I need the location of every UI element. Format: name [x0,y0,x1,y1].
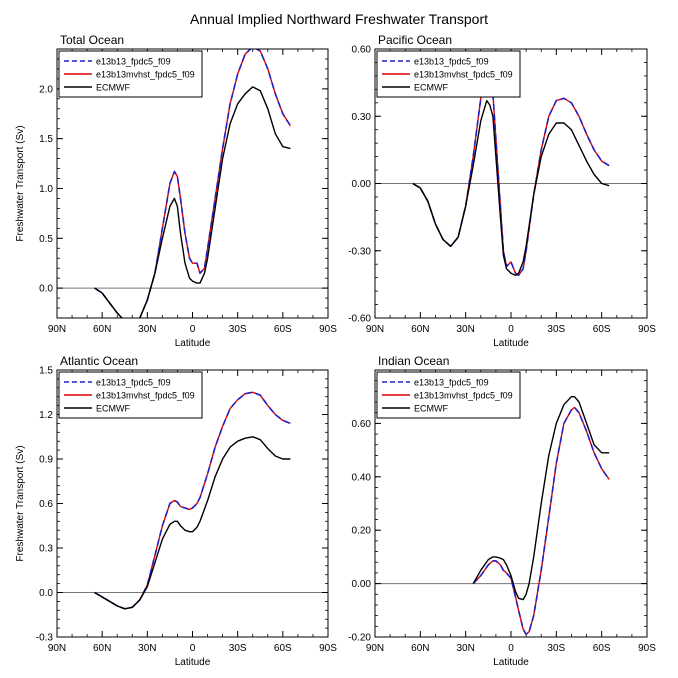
y-tick-label: 0.5 [39,234,53,245]
y-tick-label: 0.40 [352,472,372,483]
legend-label: e13b13_fpdc5_f09 [414,57,489,67]
series-line-1 [472,406,610,636]
x-tick-label: 30S [547,643,565,654]
y-axis-label: Freshwater Transport (Sv) [15,445,26,561]
x-tick-label: 90S [319,643,337,654]
series-line-0 [412,70,610,277]
figure-title: Annual Implied Northward Freshwater Tran… [190,11,488,27]
series-line-1 [94,391,291,610]
panel-title: Indian Ocean [378,354,449,368]
legend-label: e13b13mvhst_fpdc5_f09 [414,391,513,401]
x-tick-label: 0 [508,324,514,335]
x-tick-label: 60S [274,324,292,335]
x-tick-label: 30N [138,643,156,654]
y-tick-label: 1.5 [39,366,53,377]
x-axis-label: Latitude [493,338,529,349]
chart-panel-0: Total Ocean 90N 60N 30N 0 30S 60S 90S 0.0 0.5 1.0 1… [15,33,337,349]
series-line-1 [94,49,292,318]
panel-title: Pacific Ocean [378,33,452,47]
x-tick-label: 30N [456,643,474,654]
y-tick-label: -0.3 [36,633,54,644]
x-tick-label: 30S [229,643,247,654]
x-tick-label: 60N [93,643,111,654]
chart-panel-1: Pacific Ocean 90N 60N 30N 0 30S 60S 90S -0.60 -0.… [348,33,656,349]
series-line-2 [94,436,291,610]
legend: e13b13_fpdc5_f09 e13b13mvhst_fpdc5_f09 ECM… [376,50,521,98]
plot-frame [374,369,648,638]
legend: e13b13_fpdc5_f09 e13b13mvhst_fpdc5_f09 ECM… [58,371,203,419]
legend-label: ECMWF [96,83,130,93]
panel-title: Total Ocean [60,33,124,47]
y-tick-label: 0.0 [39,284,53,295]
x-axis-label: Latitude [175,338,211,349]
legend-label: ECMWF [414,83,448,93]
x-tick-label: 60S [593,643,611,654]
x-tick-label: 30N [456,324,474,335]
plot-frame [374,48,648,319]
chart-panel-2: Atlantic Ocean 90N 60N 30N 0 30S 60S 90S -0.3 0.0… [15,354,337,668]
series-line-0 [472,406,610,635]
series-line-2 [412,99,610,277]
x-tick-label: 60S [274,643,292,654]
x-tick-label: 90N [48,324,66,335]
y-tick-label: -0.20 [348,633,371,644]
y-tick-label: 0.3 [39,544,53,555]
x-axis-label: Latitude [493,657,529,668]
x-tick-label: 30S [547,324,565,335]
panel-title: Atlantic Ocean [60,354,138,368]
y-tick-label: 0.20 [352,526,372,537]
legend: e13b13_fpdc5_f09 e13b13mvhst_fpdc5_f09 ECM… [376,371,521,419]
plot-frame [56,48,329,319]
y-tick-label: 1.5 [39,134,53,145]
y-tick-label: 0.60 [352,45,372,56]
y-axis-label: Freshwater Transport (Sv) [15,125,26,241]
x-tick-label: 90N [48,643,66,654]
x-tick-label: 0 [508,643,514,654]
legend-label: ECMWF [414,404,448,414]
x-tick-label: 90S [638,324,656,335]
x-tick-label: 0 [190,324,196,335]
chart-panel-3: Indian Ocean 90N 60N 30N 0 30S 60S 90S -0.20 0.00… [348,354,656,668]
x-axis-label: Latitude [175,657,211,668]
y-tick-label: 2.0 [39,84,53,95]
y-tick-label: 0.60 [352,419,372,430]
x-tick-label: 90N [366,643,384,654]
x-tick-label: 90S [319,324,337,335]
x-tick-label: 60N [93,324,111,335]
legend-label: ECMWF [96,404,130,414]
x-tick-label: 90S [638,643,656,654]
y-tick-label: -0.30 [348,246,371,257]
x-tick-label: 60N [411,324,429,335]
x-tick-label: 60S [593,324,611,335]
y-tick-label: 0.0 [39,588,53,599]
x-tick-label: 30S [229,324,247,335]
legend-label: e13b13_fpdc5_f09 [414,378,489,388]
x-tick-label: 0 [190,643,196,654]
y-tick-label: 0.30 [352,112,372,123]
legend-label: e13b13mvhst_fpdc5_f09 [96,391,195,401]
y-tick-label: 0.00 [352,179,372,190]
x-tick-label: 30N [138,324,156,335]
y-tick-label: 0.00 [352,579,372,590]
y-tick-label: -0.60 [348,314,371,325]
y-tick-label: 1.0 [39,184,53,195]
legend-label: e13b13mvhst_fpdc5_f09 [96,70,195,80]
y-tick-label: 1.2 [39,410,53,421]
x-tick-label: 60N [411,643,429,654]
y-tick-label: 0.9 [39,455,53,466]
series-line-2 [472,396,610,601]
x-tick-label: 90N [366,324,384,335]
plot-frame [56,369,329,638]
legend-label: e13b13_fpdc5_f09 [96,378,171,388]
series-line-2 [94,86,291,318]
series-line-1 [412,70,610,277]
legend-label: e13b13mvhst_fpdc5_f09 [414,70,513,80]
legend: e13b13_fpdc5_f09 e13b13mvhst_fpdc5_f09 ECM… [58,50,203,98]
y-tick-label: 0.6 [39,499,53,510]
series-line-0 [94,391,291,610]
legend-label: e13b13_fpdc5_f09 [96,57,171,67]
